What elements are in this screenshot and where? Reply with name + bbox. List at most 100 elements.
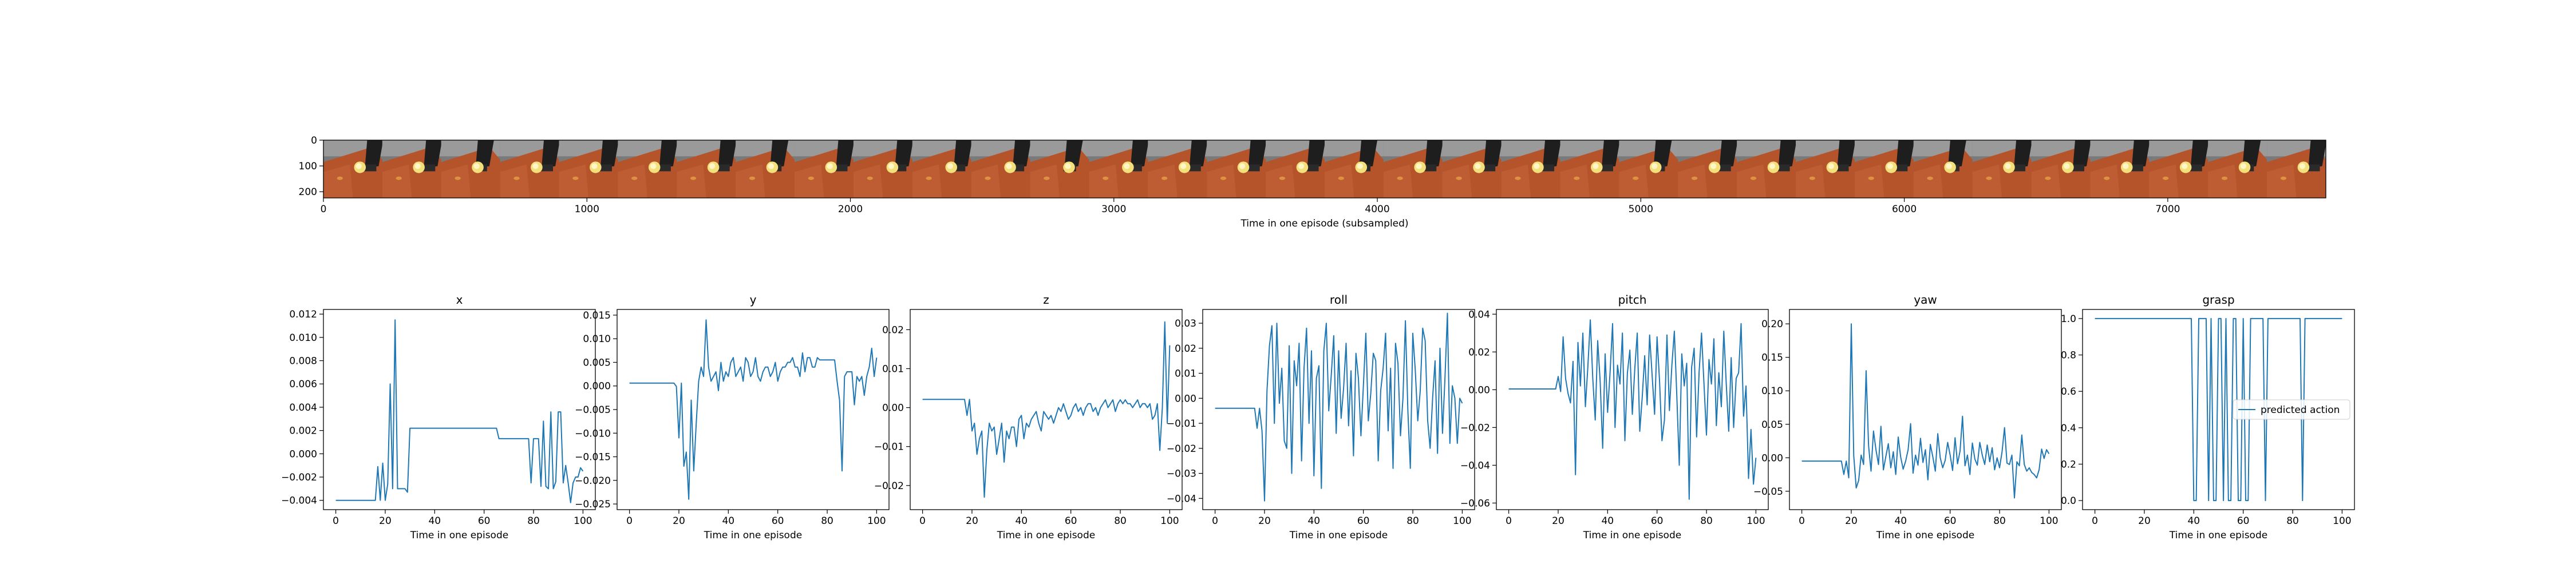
x-axis-label: Time in one episode: [997, 530, 1095, 541]
robot-arm: [1719, 140, 1738, 168]
target-object-highlight: [591, 163, 598, 169]
robot-arm: [1248, 140, 1267, 168]
target-object-highlight: [1124, 163, 1130, 169]
frame-31: [2090, 140, 2150, 198]
y-tick-label: 0.00: [1175, 393, 1196, 404]
frame-table-shade: [971, 164, 1001, 198]
target-object-highlight: [1769, 163, 1776, 169]
episode-filmstrip: 0 1000 2000 3000 4000 5000 6000 7000 0 100 200 Time…: [299, 135, 2326, 229]
table-spot: [1750, 176, 1757, 180]
robot-gripper: [540, 164, 554, 172]
target-object-highlight: [947, 163, 953, 169]
x-axis-label: Time in one episode: [2169, 530, 2267, 541]
x-tick-label: 20: [1845, 515, 1858, 527]
frame-18: [1325, 140, 1384, 198]
series-line-yaw: [1801, 323, 2050, 499]
frame-table-shade: [1030, 164, 1060, 198]
frame-table-shade: [2267, 164, 2297, 198]
frame-table-shade: [323, 164, 353, 198]
x-tick-label: 100: [1453, 515, 1471, 527]
robot-gripper: [1247, 164, 1260, 172]
table-spot: [867, 176, 873, 180]
x-tick-label: 40: [1307, 515, 1320, 527]
y-tick-label: 0.03: [1175, 318, 1196, 329]
series-line-pitch: [1508, 319, 1757, 500]
target-object-highlight: [1652, 163, 1658, 169]
x-tick-label: 40: [428, 515, 441, 527]
robot-arm: [542, 140, 560, 168]
panel-pitch: 0 20 40 60 80 100 −0.06 −0.04 −0.02 0.00 0.02 0.04 p…: [1460, 293, 1769, 541]
frame-10: [853, 140, 914, 198]
frame-17: [1266, 140, 1326, 198]
table-spot: [513, 176, 520, 180]
panel-z: 0 20 40 60 80 100 −0.02 −0.01 0.00 0.01 0.02 z Time …: [874, 293, 1183, 541]
table-spot: [1809, 176, 1816, 180]
target-object-highlight: [2299, 163, 2306, 169]
robot-gripper: [1188, 164, 1201, 172]
y-tick-label: 0.04: [1468, 309, 1490, 320]
frame-table-shade: [1325, 164, 1354, 198]
target-object-highlight: [827, 163, 833, 169]
frame-9: [795, 140, 855, 198]
panel-title: grasp: [2202, 293, 2234, 307]
y-tick-label: 0.005: [583, 357, 611, 368]
robot-arm: [365, 140, 384, 168]
x-tick-label: 40: [2187, 515, 2200, 527]
target-object-highlight: [1239, 163, 1246, 169]
table-spot: [1397, 176, 1403, 180]
x-tick-label: 60: [1651, 515, 1664, 527]
y-tick-label: 0.6: [2061, 386, 2076, 398]
robot-arm: [1189, 140, 1208, 168]
table-spot: [1986, 176, 1992, 180]
table-spot: [1456, 176, 1462, 180]
panel-title: yaw: [1914, 293, 1937, 307]
robot-arm: [1359, 140, 1378, 168]
robot-arm: [1064, 140, 1083, 168]
target-object-highlight: [888, 163, 894, 169]
robot-arm: [2308, 140, 2326, 168]
frame-table-shade: [1854, 164, 1884, 198]
y-tick-label: 0.02: [1468, 347, 1490, 358]
target-object-highlight: [1887, 163, 1893, 169]
frame-table-shade: [618, 164, 647, 198]
y-tick-label: 0.4: [2061, 423, 2076, 434]
table-spot: [2163, 176, 2169, 180]
frame-21: [1501, 140, 1562, 198]
filmstrip-x-tick-label: 0: [321, 204, 327, 215]
target-object-highlight: [2240, 163, 2247, 169]
filmstrip-x-tick-label: 4000: [1365, 204, 1389, 215]
target-object-highlight: [1180, 163, 1187, 169]
y-tick-label: 0.02: [1175, 343, 1196, 355]
frame-table-shade: [2090, 164, 2120, 198]
target-object-highlight: [473, 163, 480, 169]
x-tick-label: 0: [626, 515, 633, 527]
x-tick-label: 40: [722, 515, 734, 527]
x-tick-label: 0: [333, 515, 339, 527]
x-tick-label: 40: [1601, 515, 1614, 527]
frame-table-shade: [677, 164, 706, 198]
robot-arm: [1653, 140, 1672, 168]
panel-x: 0 20 40 60 80 100 −0.004 −0.002 0.000 0.002 0.004 0…: [281, 293, 596, 541]
robot-arm: [1543, 140, 1562, 168]
filmstrip-y-tick-label: 100: [299, 161, 317, 172]
x-tick-label: 20: [966, 515, 978, 527]
x-tick-label: 0: [2092, 515, 2098, 527]
plot-frame: [910, 309, 1183, 510]
filmstrip-x-tick-label: 2000: [838, 204, 863, 215]
x-tick-label: 100: [1160, 515, 1179, 527]
frame-table-shade: [1383, 164, 1413, 198]
plot-area: [910, 309, 1182, 510]
plot-frame: [323, 309, 596, 510]
robot-gripper: [1424, 164, 1437, 172]
frame-14: [1089, 140, 1149, 198]
frame-3: [441, 140, 501, 198]
x-tick-label: 60: [1944, 515, 1957, 527]
frame-30: [2031, 140, 2092, 198]
panel-yaw: 0 20 40 60 80 100 −0.05 0.00 0.05 0.10 0.15 0.20 yaw…: [1753, 293, 2062, 541]
plot-area: [617, 309, 889, 510]
filmstrip-x-tick-label: 5000: [1629, 204, 1653, 215]
table-spot: [396, 176, 402, 180]
robot-gripper: [1718, 164, 1731, 172]
y-tick-label: 0.05: [1761, 419, 1783, 431]
filmstrip-y-tick-label: 200: [299, 186, 317, 198]
